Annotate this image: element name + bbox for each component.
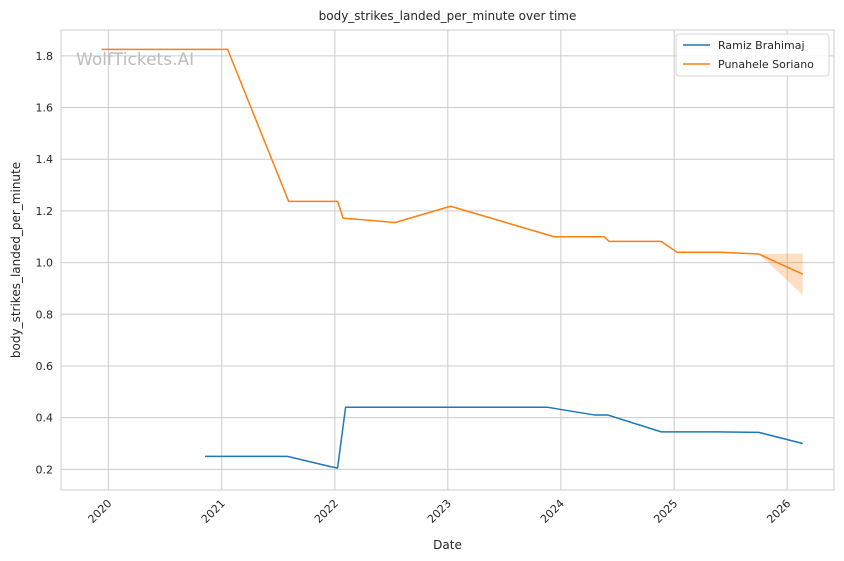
confidence-bands [758,253,803,295]
y-axis-ticks: 0.2 0.4 0.6 0.8 1.0 1.2 1.4 1.6 1.8 [36,50,54,476]
y-tick-label: 0.2 [36,463,54,476]
grid [61,30,834,490]
y-tick-label: 0.8 [36,308,54,321]
legend-label: Ramiz Brahimaj [718,39,805,52]
chart-title: body_strikes_landed_per_minute over time [319,9,577,23]
plot-frame [60,29,835,491]
x-axis-title: Date [433,538,462,552]
y-tick-label: 1.8 [36,50,54,63]
y-tick-label: 1.6 [36,102,54,115]
y-tick-label: 0.6 [36,360,54,373]
y-tick-label: 1.4 [36,153,54,166]
confidence-band [758,253,803,295]
y-tick-label: 1.0 [36,257,54,270]
y-tick-label: 1.2 [36,205,54,218]
y-axis-title: body_strikes_landed_per_minute [9,162,23,358]
series-line [101,48,804,275]
legend-label: Punahele Soriano [718,58,814,71]
legend: Ramiz Brahimaj Punahele Soriano [675,33,830,77]
series-line [205,406,803,469]
legend-box [675,33,830,77]
y-tick-label: 0.4 [36,412,54,425]
watermark: WolfTickets.AI [76,50,194,70]
series-lines [101,48,804,469]
